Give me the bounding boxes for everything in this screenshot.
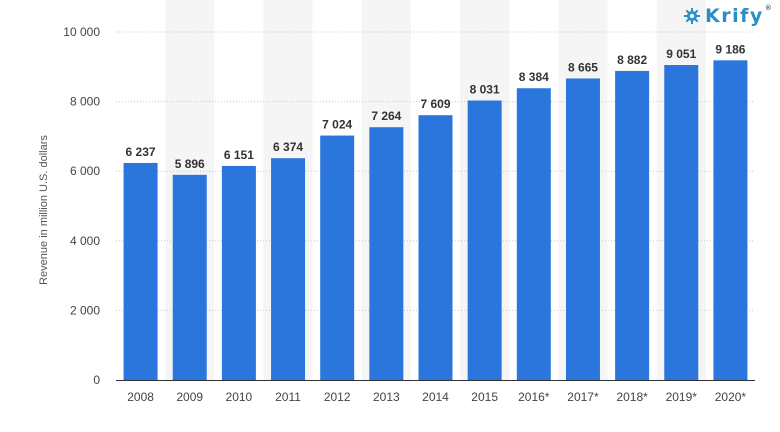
data-labels: 6 237 5 896 6 151 6 374 7 024 7 264 7 609 8 031… [126, 42, 746, 170]
bar [516, 88, 551, 380]
data-label: 7 024 [322, 118, 352, 132]
bar [615, 70, 650, 380]
y-tick-label: 4 000 [70, 234, 100, 248]
data-label: 6 151 [224, 148, 254, 162]
bar [172, 174, 207, 380]
data-label: 9 186 [715, 42, 745, 56]
data-label: 7 609 [420, 97, 450, 111]
bar [565, 78, 600, 380]
x-tick-label: 2011 [275, 390, 301, 404]
x-tick-label: 2017* [567, 390, 599, 404]
x-tick-label: 2014 [422, 390, 449, 404]
data-label: 6 237 [126, 145, 156, 159]
registered-mark: ® [764, 4, 772, 12]
y-axis-ticks: 0 2 000 4 000 6 000 8 000 10 000 [63, 25, 100, 387]
x-tick-label: 2013 [373, 390, 400, 404]
data-label: 8 384 [519, 70, 549, 84]
x-tick-label: 2010 [226, 390, 253, 404]
x-tick-label: 2009 [176, 390, 203, 404]
data-label: 9 051 [666, 47, 696, 61]
brand-logo: Krify ® [684, 4, 772, 28]
bar [467, 100, 502, 380]
bar [123, 162, 158, 380]
bar [271, 158, 306, 380]
bar [664, 65, 699, 380]
x-axis-ticks: 2008 2009 2010 2011 2012 2013 2014 2015 2016* 201… [127, 390, 746, 404]
bar [221, 165, 256, 380]
y-axis-label: Revenue in million U.S. dollars [38, 135, 50, 285]
x-tick-label: 2008 [127, 390, 154, 404]
brand-name: Krify [705, 5, 764, 27]
y-tick-label: 2 000 [70, 303, 100, 317]
bar [418, 115, 453, 381]
data-label: 7 264 [371, 109, 401, 123]
x-tick-label: 2015 [471, 390, 498, 404]
data-label: 8 031 [470, 83, 500, 97]
bars [123, 60, 748, 381]
x-tick-label: 2018* [616, 390, 648, 404]
x-tick-label: 2016* [518, 390, 550, 404]
y-tick-label: 6 000 [70, 164, 100, 178]
data-label: 8 882 [617, 53, 647, 67]
gear-icon [684, 8, 700, 24]
data-label: 6 374 [273, 140, 303, 154]
data-label: 8 665 [568, 60, 598, 74]
y-tick-label: 0 [93, 373, 100, 387]
y-tick-label: 8 000 [70, 95, 100, 109]
x-tick-label: 2012 [324, 390, 351, 404]
bar [369, 127, 404, 380]
bar [713, 60, 748, 380]
data-label: 5 896 [175, 157, 205, 171]
bar [320, 135, 355, 380]
x-tick-label: 2020* [715, 390, 747, 404]
x-tick-label: 2019* [666, 390, 698, 404]
y-tick-label: 10 000 [63, 25, 100, 39]
